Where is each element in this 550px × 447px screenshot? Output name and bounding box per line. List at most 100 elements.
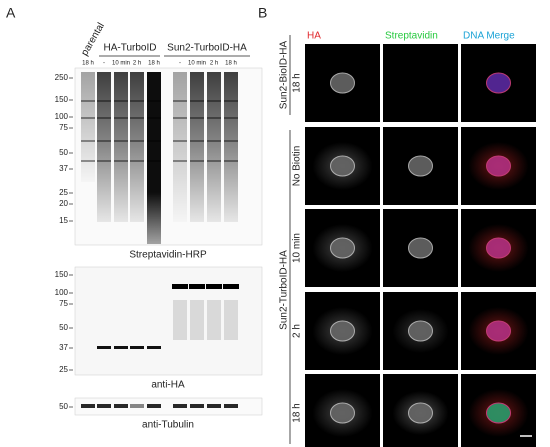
nucleus [330,402,355,424]
lane-label: 18 h [82,61,94,67]
band [173,100,187,102]
band [207,300,221,340]
band [130,100,144,102]
band [173,300,187,340]
band [224,117,238,119]
band [172,284,188,289]
nucleus [330,320,355,342]
lane-smear [130,72,144,222]
micrograph [383,44,458,122]
lane-smear [97,72,111,222]
band [173,117,187,119]
band [207,160,221,162]
lane-label: 18 h [148,61,160,67]
band [114,117,128,119]
lane-label: 2 h [133,61,141,67]
marker-label: 75 [59,123,68,132]
panel-label: A [6,5,16,21]
band [207,404,221,408]
nucleus [330,155,355,177]
nucleus [408,155,433,177]
marker-label: 25 [59,188,68,197]
nucleus [486,155,511,177]
band [223,284,239,289]
band [81,160,95,162]
nucleus [486,237,511,259]
band [207,117,221,119]
marker-label: 50 [59,148,68,157]
marker-label: 150 [55,95,69,104]
blot-caption: anti-HA [151,380,185,391]
band [114,346,128,349]
group-label: Sun2-BioID-HA [279,40,290,109]
blot-caption: anti-Tubulin [142,420,194,431]
nucleus [486,320,511,342]
marker-label: 75 [59,299,68,308]
band [97,160,111,162]
lane-smear [207,72,221,222]
band [190,117,204,119]
band [190,140,204,142]
marker-label: 50 [59,323,68,332]
row-label: No Biotin [292,146,303,187]
band [97,346,111,349]
marker-label: 250 [55,73,69,82]
row-label: 18 h [292,403,303,422]
marker-label: 100 [55,288,69,297]
band [173,140,187,142]
row-label: 10 min [292,233,303,263]
band [224,160,238,162]
blot [74,397,263,416]
group-label: Sun2-TurboID-HA [167,43,247,54]
band [130,404,144,408]
row-label: 18 h [292,73,303,92]
band [224,300,238,340]
group-label: HA-TurboID [104,43,157,54]
band [81,100,95,102]
lane-smear [147,72,161,244]
band [206,284,222,289]
lane-label: 18 h [225,61,237,67]
marker-label: 50 [59,402,68,411]
marker-label: 37 [59,343,68,352]
band [114,404,128,408]
column-header: HA [307,31,321,42]
band [81,404,95,408]
band [224,140,238,142]
band [114,100,128,102]
band [130,117,144,119]
lane-smear [173,72,187,222]
band [97,117,111,119]
lane-label: 2 h [210,61,218,67]
band [114,160,128,162]
lane-smear [224,72,238,222]
lane-label: 10 min [112,61,130,67]
lane-smear [81,72,95,182]
lane-smear [114,72,128,222]
nucleus [486,72,511,94]
lane-label: - [179,61,181,67]
band [81,117,95,119]
band [81,140,95,142]
band [97,140,111,142]
band [114,140,128,142]
band [130,160,144,162]
band [147,117,161,119]
nucleus [408,402,433,424]
band [147,346,161,349]
lane-label: 10 min [188,61,206,67]
band [189,284,205,289]
band [147,404,161,408]
band [190,100,204,102]
band [190,300,204,340]
nucleus [408,320,433,342]
band [97,100,111,102]
marker-label: 20 [59,199,68,208]
marker-label: 15 [59,216,68,225]
band [173,160,187,162]
nucleus [408,237,433,259]
column-header: Streptavidin [385,31,438,42]
marker-label: 25 [59,365,68,374]
band [147,140,161,142]
